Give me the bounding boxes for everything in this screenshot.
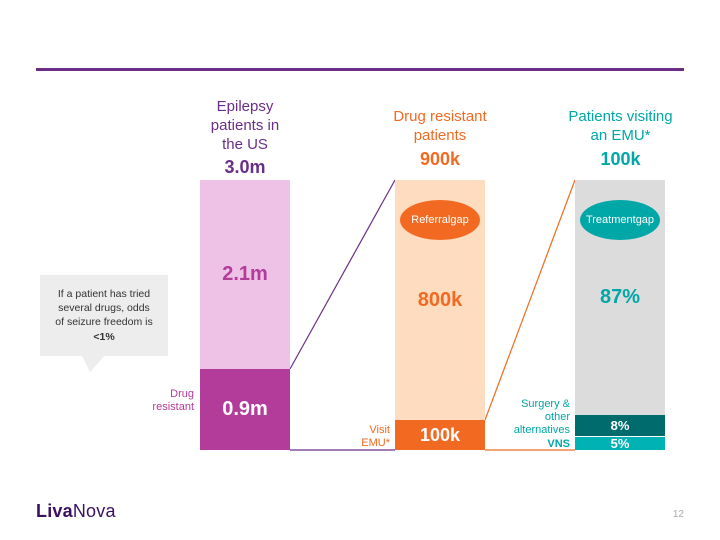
col3-title: Patients visitingan EMU*: [548, 108, 693, 146]
col2-seg-1: 100k: [395, 420, 485, 450]
page-number: 12: [673, 509, 684, 520]
col2-title: Drug resistantpatients: [370, 108, 510, 146]
top-rule: [36, 68, 684, 71]
col3-side-label-1: VNS: [502, 438, 570, 451]
col1-header: Epilepsypatients inthe US 3.0m: [175, 98, 315, 179]
livanova-logo: LivaNova: [36, 501, 116, 522]
col2-header: Drug resistantpatients 900k: [370, 108, 510, 170]
col2-bottom-side-label: VisitEMU*: [352, 424, 390, 450]
col1-seg-1: 0.9m: [200, 369, 290, 450]
referral-gap-pill: Referralgap: [400, 200, 480, 240]
callout-tail: [80, 352, 108, 372]
col3-seg-1: 8%: [575, 415, 665, 437]
col1-seg-0: 2.1m: [200, 180, 290, 369]
col2-total: 900k: [370, 148, 510, 171]
callout-note: If a patient has tried several drugs, od…: [40, 275, 168, 356]
col3-side-label-0: Surgery &otheralternatives: [502, 398, 570, 438]
col1-bottom-side-label: Drugresistant: [138, 388, 194, 414]
bar-col1: 2.1m 0.9m: [200, 180, 290, 450]
col3-total: 100k: [548, 148, 693, 171]
col3-header: Patients visitingan EMU* 100k: [548, 108, 693, 170]
col1-total: 3.0m: [175, 156, 315, 179]
col3-seg-2: 5%: [575, 437, 665, 451]
treatment-gap-pill: Treatmentgap: [580, 200, 660, 240]
col1-title: Epilepsypatients inthe US: [175, 98, 315, 154]
